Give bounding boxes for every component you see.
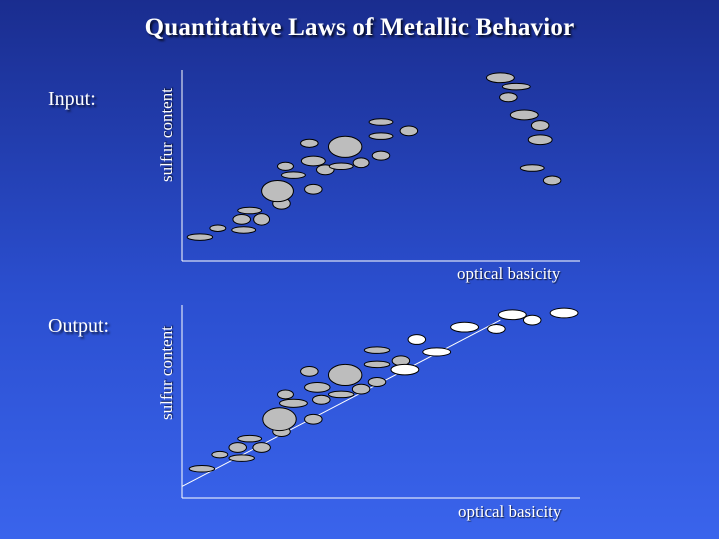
input-gray-point-6 xyxy=(237,206,263,215)
input-gray-point-18 xyxy=(371,150,391,161)
output-gray-point-11 xyxy=(277,389,294,400)
input-gray-point-14 xyxy=(328,162,354,171)
input-gray-point-1 xyxy=(186,233,214,241)
output-white-point-8 xyxy=(549,307,579,319)
output-gray-point-20 xyxy=(363,346,391,354)
input-gray-point-23 xyxy=(501,82,531,91)
input-gray-point-2 xyxy=(209,224,227,232)
output-gray-point-19 xyxy=(363,360,391,369)
output-gray-point-5 xyxy=(252,442,271,453)
input-gray-point-12 xyxy=(300,155,326,167)
input-xlabel: optical basicity xyxy=(457,264,561,283)
output-gray-point-14 xyxy=(327,390,355,399)
output-gray-point-9 xyxy=(304,413,323,425)
output-gray-point-18 xyxy=(367,377,387,388)
output-white-point-2 xyxy=(407,334,427,345)
output-white-point-6 xyxy=(497,309,527,321)
output-white-point-3 xyxy=(422,347,452,357)
output-ylabel: sulfur content xyxy=(157,326,176,420)
output-gray-point-2 xyxy=(211,450,229,459)
output-marks xyxy=(188,307,579,473)
output-white-point-1 xyxy=(390,363,420,376)
input-gray-point-29 xyxy=(542,175,562,186)
input-gray-point-16 xyxy=(300,138,319,148)
output-white-point-7 xyxy=(522,314,542,326)
output-gray-point-3 xyxy=(228,454,255,462)
output-white-point-5 xyxy=(487,323,506,334)
output-gray-point-1 xyxy=(188,465,216,473)
output-chart xyxy=(181,305,580,499)
input-gray-point-3 xyxy=(231,226,257,234)
input-gray-point-8 xyxy=(261,179,294,203)
input-gray-point-5 xyxy=(253,213,271,226)
output-gray-point-12 xyxy=(304,381,331,393)
input-gray-point-17 xyxy=(327,135,363,158)
input-label: Input: xyxy=(48,88,96,110)
output-white-point-4 xyxy=(450,321,480,333)
output-gray-point-4 xyxy=(228,442,247,453)
output-gray-point-13 xyxy=(312,394,331,405)
output-gray-point-17 xyxy=(327,363,363,387)
output-label: Output: xyxy=(48,315,110,337)
input-gray-point-4 xyxy=(232,213,251,225)
output-gray-point-15 xyxy=(351,383,371,395)
input-gray-point-26 xyxy=(530,120,550,131)
input-gray-point-28 xyxy=(519,164,545,172)
output-trendline xyxy=(181,319,501,487)
input-gray-point-15 xyxy=(352,157,370,169)
input-gray-point-22 xyxy=(485,72,515,84)
input-gray-point-27 xyxy=(527,134,553,146)
input-marks xyxy=(186,72,562,241)
input-gray-point-11 xyxy=(277,161,294,171)
input-gray-point-25 xyxy=(509,109,539,121)
input-ylabel: sulfur content xyxy=(157,88,176,182)
slide-title: Quantitative Laws of Metallic Behavior xyxy=(144,14,575,41)
input-gray-point-20 xyxy=(368,118,394,126)
output-xlabel: optical basicity xyxy=(458,502,562,521)
input-chart xyxy=(181,70,580,262)
output-gray-point-10 xyxy=(279,398,308,408)
output-gray-point-16 xyxy=(300,366,319,377)
input-gray-point-21 xyxy=(399,125,419,137)
input-gray-point-24 xyxy=(499,92,518,103)
input-gray-point-19 xyxy=(368,132,394,140)
input-gray-point-9 xyxy=(304,183,323,195)
output-gray-point-6 xyxy=(237,434,263,443)
input-gray-point-10 xyxy=(281,171,306,179)
output-gray-point-8 xyxy=(262,407,297,432)
